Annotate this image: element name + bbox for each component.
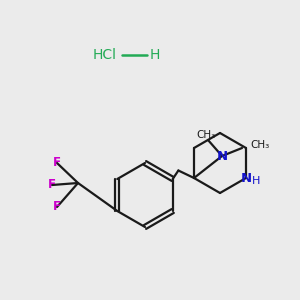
Text: HCl: HCl <box>93 48 117 62</box>
Text: F: F <box>53 200 61 214</box>
Text: F: F <box>53 157 61 169</box>
Text: N: N <box>240 172 251 184</box>
Text: N: N <box>217 149 228 163</box>
Text: F: F <box>48 178 56 191</box>
Text: CH₃: CH₃ <box>250 140 269 150</box>
Text: H: H <box>252 176 260 186</box>
Text: CH₃: CH₃ <box>196 130 216 140</box>
Text: H: H <box>150 48 160 62</box>
